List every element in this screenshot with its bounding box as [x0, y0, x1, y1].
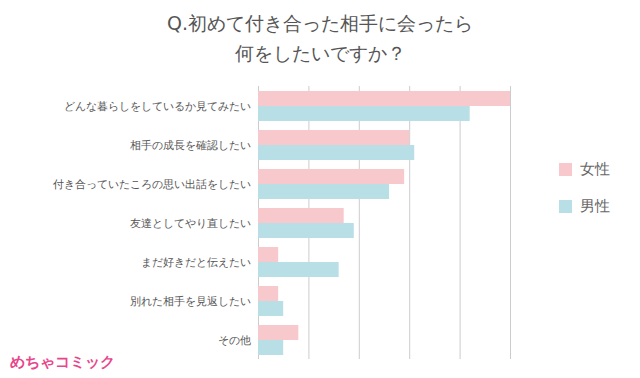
svg-text:まだ好きだと伝えたい: まだ好きだと伝えたい	[141, 256, 251, 269]
svg-text:その他: その他	[218, 334, 251, 347]
html-text:Q.初めて付き合った相手に会ったら 何をしたいですか？: Q.初めて付き合った相手に会ったら 何をしたいですか？	[167, 12, 473, 64]
svg-text:相手の成長を確認したい: 相手の成長を確認したい	[130, 139, 251, 152]
svg-text:別れた相手を見返したい: 別れた相手を見返したい	[130, 295, 251, 308]
html-text:男性: 男性	[580, 197, 610, 215]
svg-text:付き合っていたころの思い出話をしたい: 付き合っていたころの思い出話をしたい	[53, 178, 251, 191]
svg-text:友達としてやり直したい: 友達としてやり直したい	[130, 217, 251, 230]
html-text:めちゃコミック: めちゃコミック	[10, 353, 115, 371]
html-text:女性: 女性	[580, 160, 610, 178]
svg-text:どんな暮らしをしているか見てみたい: どんな暮らしをしているか見てみたい	[64, 100, 251, 113]
